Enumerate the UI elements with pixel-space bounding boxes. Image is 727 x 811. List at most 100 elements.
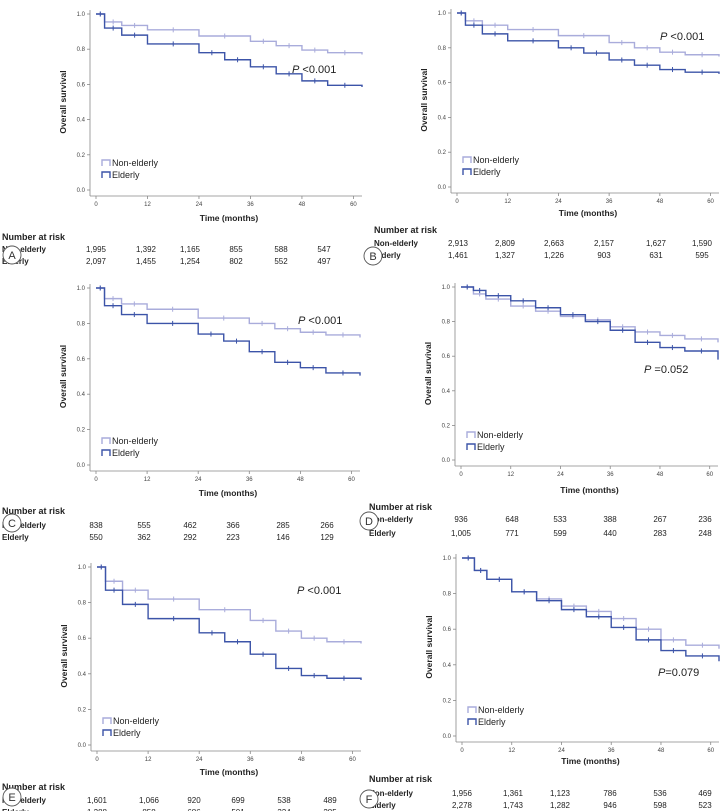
y-tick-label: 0.2 xyxy=(438,150,447,156)
x-tick-label: 24 xyxy=(196,757,203,763)
y-tick-label: 0.0 xyxy=(77,463,86,469)
risk-value: 536 xyxy=(653,789,667,798)
x-tick-label: 60 xyxy=(706,472,713,478)
x-tick-label: 60 xyxy=(348,477,355,483)
risk-value: 903 xyxy=(597,251,611,260)
y-tick-label: 1.0 xyxy=(77,12,86,18)
km-line-non-elderly xyxy=(457,12,720,57)
risk-value: 2,278 xyxy=(452,801,473,810)
y-tick-label: 0.4 xyxy=(77,392,86,398)
p-value-symbol: P xyxy=(644,364,652,376)
km-line-non-elderly xyxy=(96,287,361,338)
y-tick-label: 0.4 xyxy=(77,118,86,124)
risk-table-heading: Number at risk xyxy=(369,502,433,512)
risk-value: 523 xyxy=(698,801,712,810)
risk-value: 946 xyxy=(603,801,617,810)
x-tick-label: 12 xyxy=(508,748,515,754)
p-value: P <0.001 xyxy=(660,31,704,43)
risk-value: 285 xyxy=(323,808,337,811)
risk-value: 771 xyxy=(505,529,519,538)
y-tick-label: 0.0 xyxy=(78,743,87,749)
x-tick-label: 36 xyxy=(246,477,253,483)
x-tick-label: 60 xyxy=(350,202,357,208)
legend-swatch-elderly xyxy=(462,168,472,175)
risk-value: 2,663 xyxy=(544,239,565,248)
legend-label-elderly: Elderly xyxy=(112,170,140,180)
risk-value: 1,743 xyxy=(503,801,524,810)
risk-value: 1,123 xyxy=(550,789,571,798)
x-tick-label: 48 xyxy=(658,748,665,754)
km-line-elderly xyxy=(96,13,363,88)
x-tick-label: 60 xyxy=(349,757,356,763)
x-tick-label: 0 xyxy=(455,199,459,205)
risk-value: 699 xyxy=(231,796,245,805)
km-panel-c: 0.0 0.2 0.4 0.6 0.8 1.0 0 12 24 36 48 60 Overall sur… xyxy=(2,284,361,542)
risk-value: 501 xyxy=(231,808,245,811)
y-axis-label: Overall survival xyxy=(58,70,68,133)
x-tick-label: 12 xyxy=(144,202,151,208)
y-tick-label: 1.0 xyxy=(438,11,447,17)
p-value-symbol: P xyxy=(297,585,305,597)
risk-value: 1,455 xyxy=(136,257,157,266)
x-tick-label: 48 xyxy=(656,199,663,205)
legend-swatch-elderly xyxy=(467,718,477,725)
risk-value: 858 xyxy=(142,808,156,811)
x-axis-label: Time (months) xyxy=(560,485,619,495)
km-panel-d: 0.0 0.2 0.4 0.6 0.8 1.0 0 12 24 36 48 60 Overall sur… xyxy=(359,283,719,538)
y-tick-label: 0.2 xyxy=(442,423,451,429)
p-value-symbol: P xyxy=(298,315,306,327)
x-tick-label: 0 xyxy=(94,202,98,208)
x-tick-label: 0 xyxy=(459,472,463,478)
risk-value: 362 xyxy=(137,533,151,542)
y-axis-label: Overall survival xyxy=(423,342,433,405)
y-tick-label: 0.0 xyxy=(77,188,86,194)
risk-value: 802 xyxy=(229,257,243,266)
risk-table-heading: Number at risk xyxy=(2,782,66,792)
risk-value: 1,956 xyxy=(452,789,473,798)
legend-label-non-elderly: Non-elderly xyxy=(477,430,524,440)
legend-label-elderly: Elderly xyxy=(112,448,140,458)
risk-table-heading: Number at risk xyxy=(2,506,66,516)
legend-label-elderly: Elderly xyxy=(113,728,141,738)
risk-value: 855 xyxy=(229,245,243,254)
risk-value: 838 xyxy=(89,521,103,530)
legend-label-non-elderly: Non-elderly xyxy=(113,716,160,726)
legend-swatch-non-elderly xyxy=(102,717,112,724)
risk-value: 1,327 xyxy=(495,251,516,260)
risk-value: 1,601 xyxy=(87,796,108,805)
p-value-symbol: P xyxy=(660,31,668,43)
p-value: P <0.001 xyxy=(298,315,342,327)
x-tick-label: 36 xyxy=(247,202,254,208)
risk-row-label: Elderly xyxy=(369,529,396,538)
y-axis-label: Overall survival xyxy=(58,345,68,408)
risk-value: 1,627 xyxy=(646,239,667,248)
risk-value: 555 xyxy=(137,521,151,530)
risk-value: 489 xyxy=(323,796,337,805)
km-line-elderly xyxy=(461,286,719,360)
x-axis-label: Time (months) xyxy=(559,208,618,218)
y-tick-label: 0.2 xyxy=(443,698,452,704)
y-tick-label: 0.8 xyxy=(442,320,451,326)
risk-value: 292 xyxy=(183,533,197,542)
y-tick-label: 0.4 xyxy=(78,672,87,678)
risk-value: 2,097 xyxy=(86,257,107,266)
km-line-elderly xyxy=(97,566,362,681)
risk-value: 550 xyxy=(89,533,103,542)
km-line-non-elderly xyxy=(462,557,720,649)
x-tick-label: 36 xyxy=(607,472,614,478)
km-panel-e: 0.0 0.2 0.4 0.6 0.8 1.0 0 12 24 36 48 60 Overall sur… xyxy=(2,563,362,811)
y-tick-label: 0.6 xyxy=(77,357,86,363)
risk-value: 266 xyxy=(320,521,334,530)
x-tick-label: 12 xyxy=(145,757,152,763)
risk-value: 1,005 xyxy=(451,529,472,538)
y-tick-label: 0.8 xyxy=(78,601,87,607)
risk-value: 1,165 xyxy=(180,245,201,254)
p-value-symbol: P xyxy=(658,667,666,679)
risk-row-label: Non-elderly xyxy=(2,521,47,530)
y-axis-label: Overall survival xyxy=(419,68,429,131)
x-tick-label: 48 xyxy=(297,477,304,483)
x-tick-label: 24 xyxy=(196,202,203,208)
panel-badge-circle xyxy=(359,511,379,531)
panel-badge-circle xyxy=(363,246,383,266)
y-tick-label: 0.4 xyxy=(443,663,452,669)
